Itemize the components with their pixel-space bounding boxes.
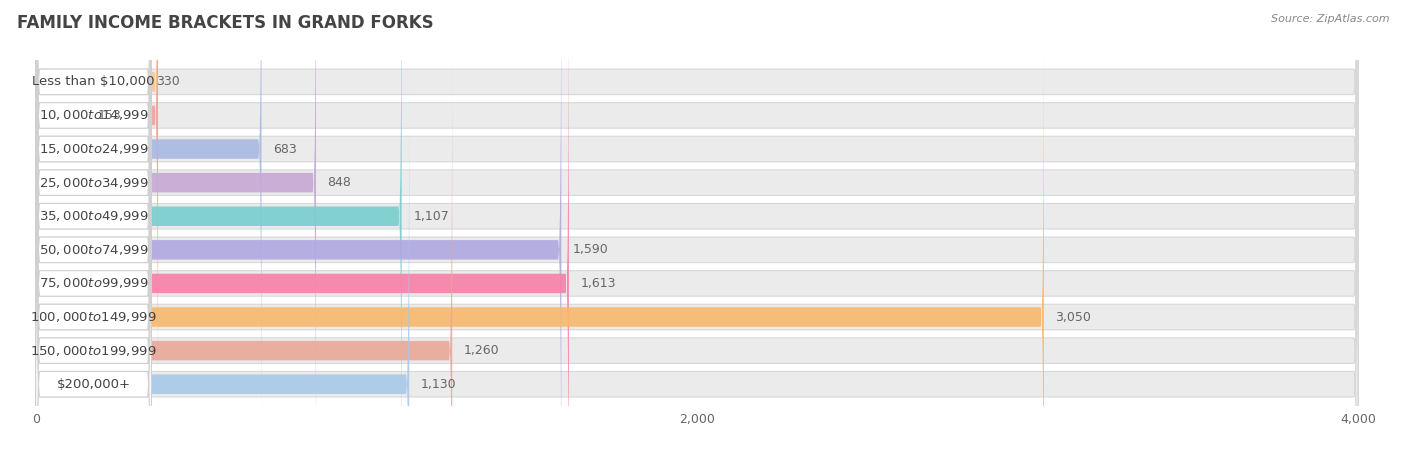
Text: 683: 683 bbox=[273, 143, 297, 156]
Text: $150,000 to $199,999: $150,000 to $199,999 bbox=[31, 344, 157, 358]
FancyBboxPatch shape bbox=[35, 0, 1358, 450]
FancyBboxPatch shape bbox=[35, 0, 316, 450]
Text: 3,050: 3,050 bbox=[1056, 310, 1091, 324]
Text: $35,000 to $49,999: $35,000 to $49,999 bbox=[39, 209, 149, 223]
FancyBboxPatch shape bbox=[35, 0, 262, 450]
Text: $10,000 to $14,999: $10,000 to $14,999 bbox=[39, 108, 149, 122]
Text: 848: 848 bbox=[328, 176, 352, 189]
Text: 1,260: 1,260 bbox=[464, 344, 499, 357]
FancyBboxPatch shape bbox=[35, 0, 1358, 450]
FancyBboxPatch shape bbox=[35, 0, 152, 450]
FancyBboxPatch shape bbox=[35, 0, 1358, 450]
FancyBboxPatch shape bbox=[35, 0, 1358, 450]
FancyBboxPatch shape bbox=[35, 0, 152, 450]
FancyBboxPatch shape bbox=[35, 0, 157, 441]
FancyBboxPatch shape bbox=[35, 0, 1358, 450]
Text: $100,000 to $149,999: $100,000 to $149,999 bbox=[31, 310, 157, 324]
Text: $25,000 to $34,999: $25,000 to $34,999 bbox=[39, 176, 149, 189]
FancyBboxPatch shape bbox=[35, 0, 1358, 450]
FancyBboxPatch shape bbox=[35, 0, 1043, 450]
FancyBboxPatch shape bbox=[35, 0, 1358, 450]
Text: $75,000 to $99,999: $75,000 to $99,999 bbox=[39, 276, 149, 290]
Text: 330: 330 bbox=[156, 75, 180, 88]
FancyBboxPatch shape bbox=[35, 0, 152, 450]
FancyBboxPatch shape bbox=[35, 24, 453, 450]
FancyBboxPatch shape bbox=[35, 0, 1358, 450]
FancyBboxPatch shape bbox=[35, 0, 152, 450]
Text: $15,000 to $24,999: $15,000 to $24,999 bbox=[39, 142, 149, 156]
FancyBboxPatch shape bbox=[35, 0, 157, 408]
FancyBboxPatch shape bbox=[35, 58, 409, 450]
Text: $50,000 to $74,999: $50,000 to $74,999 bbox=[39, 243, 149, 257]
Text: Less than $10,000: Less than $10,000 bbox=[32, 75, 155, 88]
FancyBboxPatch shape bbox=[35, 0, 402, 450]
Text: 1,590: 1,590 bbox=[572, 243, 609, 256]
FancyBboxPatch shape bbox=[35, 0, 152, 450]
Text: 1,613: 1,613 bbox=[581, 277, 616, 290]
FancyBboxPatch shape bbox=[35, 0, 152, 450]
Text: Source: ZipAtlas.com: Source: ZipAtlas.com bbox=[1271, 14, 1389, 23]
FancyBboxPatch shape bbox=[35, 0, 152, 450]
FancyBboxPatch shape bbox=[35, 0, 1358, 450]
FancyBboxPatch shape bbox=[35, 0, 152, 450]
FancyBboxPatch shape bbox=[35, 0, 1358, 450]
FancyBboxPatch shape bbox=[35, 0, 152, 450]
Text: 153: 153 bbox=[98, 109, 121, 122]
FancyBboxPatch shape bbox=[35, 0, 561, 450]
Text: $200,000+: $200,000+ bbox=[56, 378, 131, 391]
FancyBboxPatch shape bbox=[35, 0, 152, 450]
FancyBboxPatch shape bbox=[35, 0, 569, 450]
Text: 1,130: 1,130 bbox=[420, 378, 457, 391]
Text: 1,107: 1,107 bbox=[413, 210, 449, 223]
Text: FAMILY INCOME BRACKETS IN GRAND FORKS: FAMILY INCOME BRACKETS IN GRAND FORKS bbox=[17, 14, 433, 32]
